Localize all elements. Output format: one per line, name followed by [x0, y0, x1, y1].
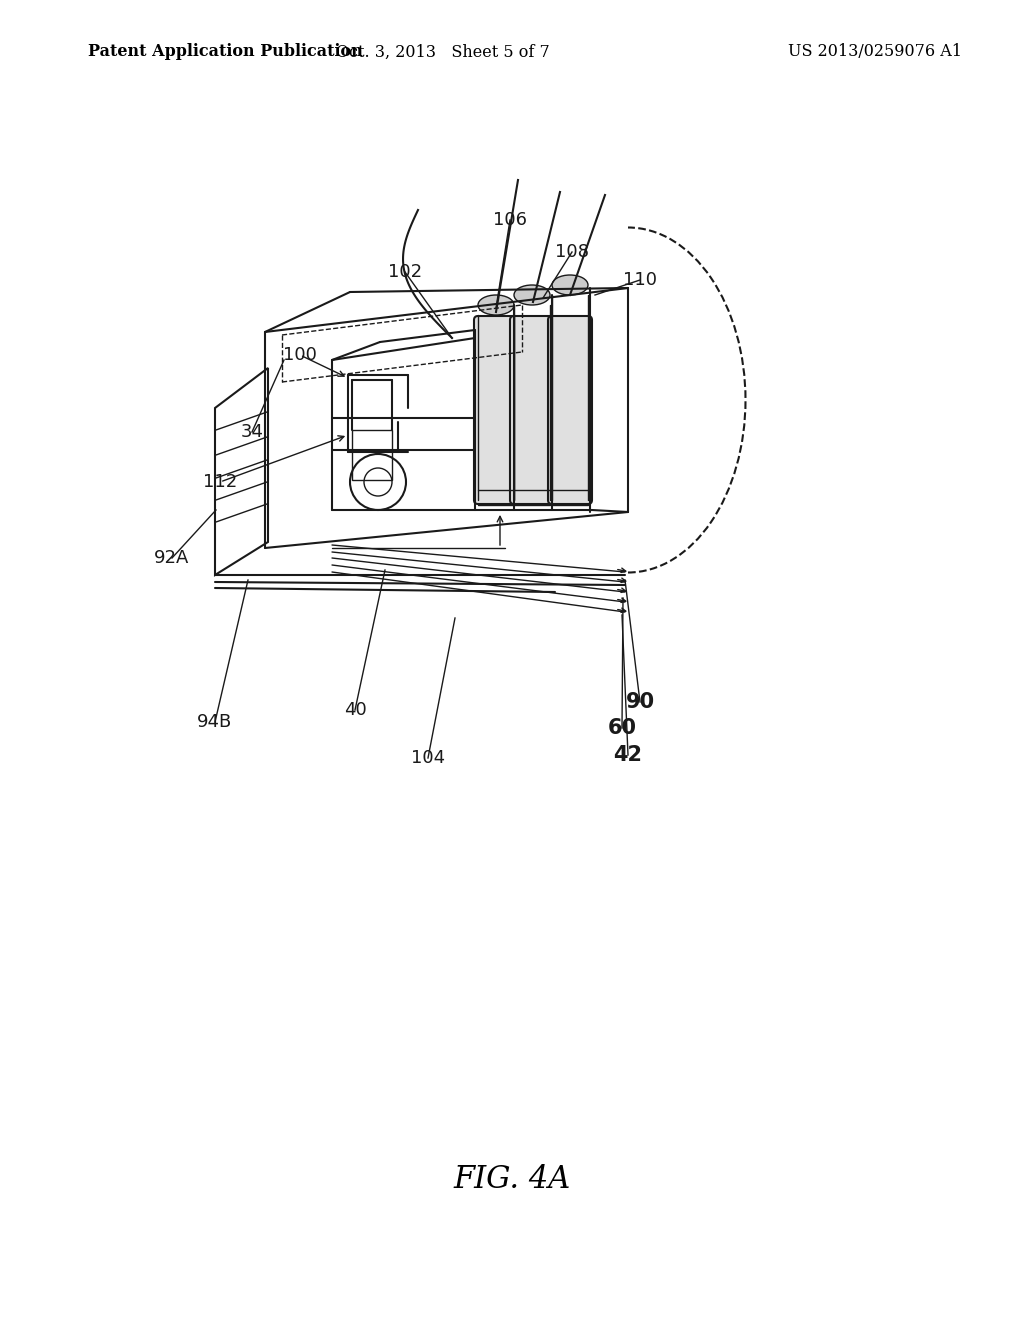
Text: 34: 34 [241, 422, 263, 441]
Text: 104: 104 [411, 748, 445, 767]
Text: 40: 40 [344, 701, 367, 719]
Text: 112: 112 [203, 473, 238, 491]
FancyBboxPatch shape [548, 315, 592, 504]
Text: Patent Application Publication: Patent Application Publication [88, 44, 362, 61]
Text: US 2013/0259076 A1: US 2013/0259076 A1 [788, 44, 962, 61]
FancyBboxPatch shape [474, 315, 518, 504]
Text: 90: 90 [626, 692, 654, 711]
Text: 60: 60 [607, 718, 637, 738]
Text: 102: 102 [388, 263, 422, 281]
Text: 94B: 94B [198, 713, 232, 731]
Ellipse shape [514, 285, 550, 305]
Ellipse shape [552, 275, 588, 294]
Ellipse shape [478, 294, 514, 315]
Text: FIG. 4A: FIG. 4A [454, 1164, 570, 1196]
Text: 42: 42 [613, 744, 642, 766]
Text: Oct. 3, 2013   Sheet 5 of 7: Oct. 3, 2013 Sheet 5 of 7 [336, 44, 550, 61]
Text: 106: 106 [493, 211, 527, 228]
Text: 92A: 92A [155, 549, 189, 568]
Bar [352, 430, 392, 480]
FancyBboxPatch shape [510, 315, 554, 504]
Text: 110: 110 [623, 271, 657, 289]
Text: 100: 100 [283, 346, 317, 364]
Text: 108: 108 [555, 243, 589, 261]
